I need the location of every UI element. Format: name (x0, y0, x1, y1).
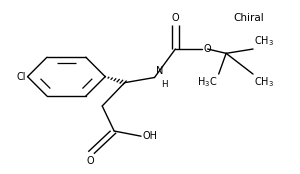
Text: O: O (86, 156, 94, 166)
Text: O: O (204, 44, 212, 54)
Text: H: H (161, 80, 168, 89)
Text: O: O (172, 13, 179, 23)
Text: H$_3$C: H$_3$C (197, 75, 218, 89)
Text: N: N (156, 66, 163, 76)
Text: Chiral: Chiral (233, 13, 264, 23)
Text: CH$_3$: CH$_3$ (254, 34, 274, 48)
Text: Cl: Cl (16, 72, 26, 82)
Text: OH: OH (142, 131, 158, 141)
Text: CH$_3$: CH$_3$ (254, 75, 274, 89)
